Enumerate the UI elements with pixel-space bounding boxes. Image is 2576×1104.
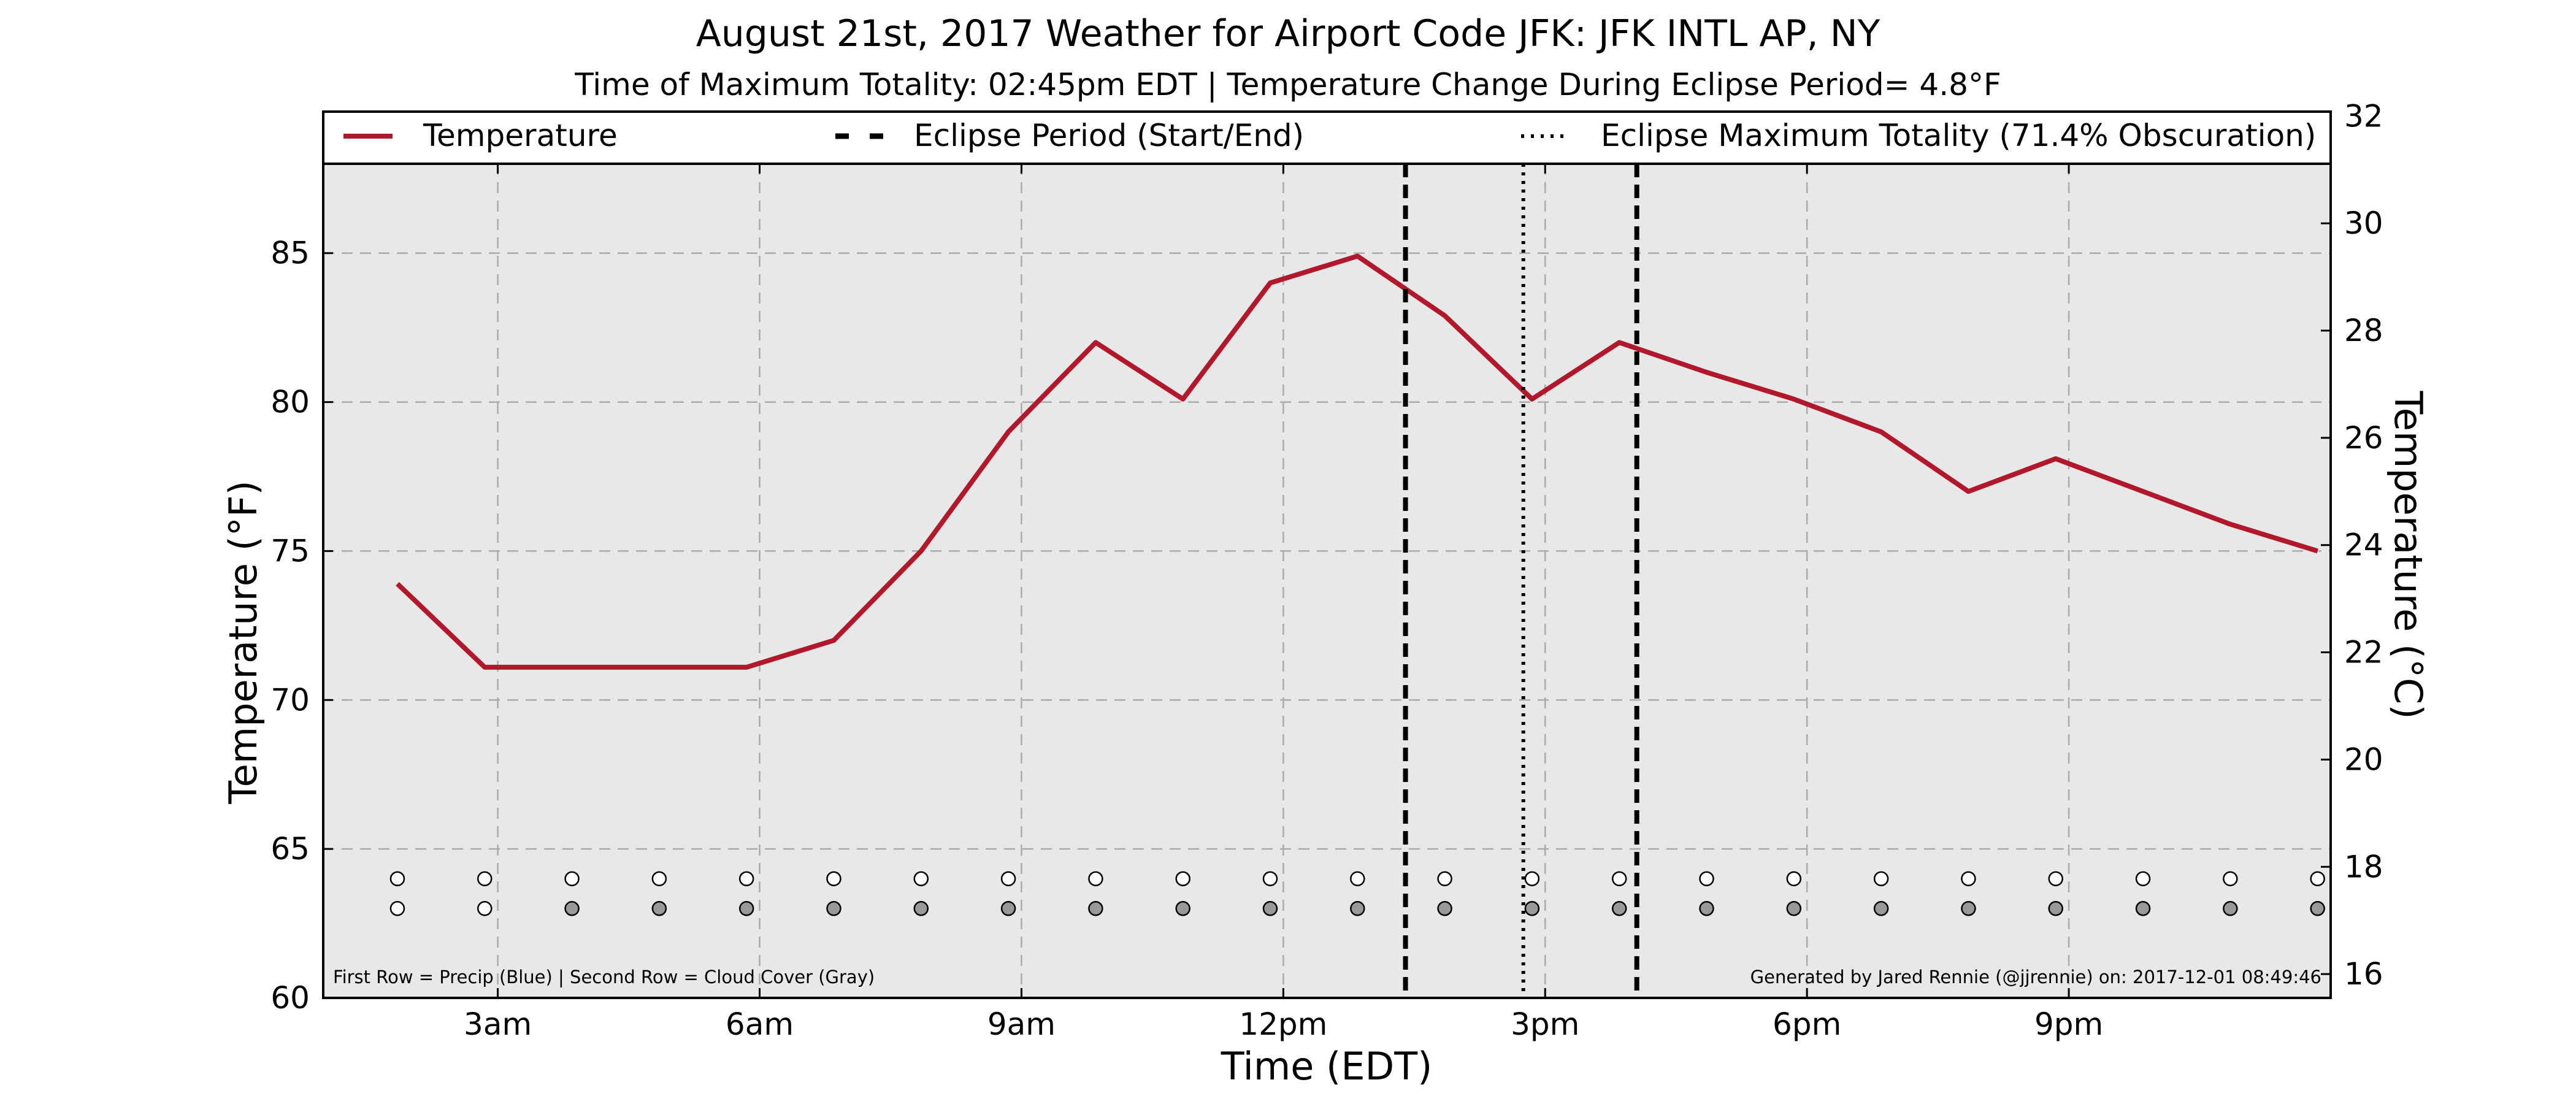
x-axis-label: Time (EDT) [1221, 1044, 1433, 1089]
precip-marker [1350, 871, 1365, 886]
precip-marker [826, 871, 841, 886]
precip-marker [1437, 871, 1452, 886]
y2-tick-label: 16 [2344, 956, 2383, 992]
precip-marker [1524, 871, 1540, 886]
precip-marker [1175, 871, 1190, 886]
y-tick-label: 85 [270, 236, 310, 271]
cloud-cover-marker [1873, 901, 1889, 916]
precip-marker [1699, 871, 1714, 886]
y-tick-label: 65 [270, 831, 310, 867]
cloud-cover-marker [913, 901, 929, 916]
legend-box [322, 110, 2332, 165]
cloud-cover-marker [1437, 901, 1452, 916]
legend-label-max-totality: Eclipse Maximum Totality (71.4% Obscurat… [1601, 118, 2316, 153]
precip-marker [913, 871, 929, 886]
cloud-cover-marker [1175, 901, 1190, 916]
precip-marker [1873, 871, 1889, 886]
x-tick-label: 9am [987, 1006, 1056, 1042]
precip-marker [2048, 871, 2063, 886]
cloud-cover-marker [1088, 901, 1103, 916]
cloud-cover-marker [1699, 901, 1714, 916]
y2-tick-label: 28 [2344, 313, 2383, 348]
cloud-cover-marker [2310, 901, 2325, 916]
y2-tick-label: 26 [2344, 420, 2383, 456]
y-axis-label-right: Temperature (°C) [2386, 390, 2431, 719]
precip-marker [1611, 871, 1627, 886]
cloud-cover-marker [1350, 901, 1365, 916]
y2-tick-label: 32 [2344, 98, 2383, 134]
precip-marker [1088, 871, 1103, 886]
precip-marker [1786, 871, 1802, 886]
y2-tick-label: 30 [2344, 205, 2383, 241]
precip-marker [738, 871, 754, 886]
precip-marker [2310, 871, 2325, 886]
footnote-right: Generated by Jared Rennie (@jjrennie) on… [1750, 967, 2321, 987]
cloud-cover-marker [2135, 901, 2151, 916]
precip-marker [477, 871, 493, 886]
precip-marker [389, 871, 405, 886]
x-tick-label: 12pm [1239, 1006, 1327, 1042]
cloud-cover-marker [826, 901, 841, 916]
y-tick-label: 75 [270, 533, 310, 569]
cloud-cover-marker [1000, 901, 1016, 916]
precip-marker [651, 871, 667, 886]
legend-label-eclipse-period: Eclipse Period (Start/End) [914, 118, 1304, 153]
cloud-cover-marker [564, 901, 580, 916]
cloud-cover-marker [651, 901, 667, 916]
precip-marker [1961, 871, 1976, 886]
x-tick-label: 3am [464, 1006, 532, 1042]
y2-tick-label: 24 [2344, 527, 2383, 563]
x-tick-label: 9pm [2034, 1006, 2103, 1042]
cloud-cover-marker [1611, 901, 1627, 916]
precip-marker [1000, 871, 1016, 886]
footnote-left: First Row = Precip (Blue) | Second Row =… [333, 967, 875, 987]
cloud-cover-marker [1961, 901, 1976, 916]
y2-tick-label: 20 [2344, 742, 2383, 777]
cloud-cover-marker [1262, 901, 1278, 916]
chart-subtitle: Time of Maximum Totality: 02:45pm EDT | … [574, 67, 2001, 102]
x-tick-label: 3pm [1511, 1006, 1579, 1042]
y-tick-label: 70 [270, 682, 310, 718]
y2-tick-label: 18 [2344, 849, 2383, 884]
cloud-cover-marker [738, 901, 754, 916]
y-tick-label: 60 [270, 980, 310, 1016]
x-tick-label: 6am [726, 1006, 794, 1042]
y-tick-label: 80 [270, 385, 310, 420]
cloud-cover-marker [1786, 901, 1802, 916]
cloud-cover-marker [2223, 901, 2238, 916]
temperature-line [396, 253, 2318, 670]
precip-marker [2223, 871, 2238, 886]
y-axis-label-left: Temperature (°F) [221, 480, 266, 804]
precip-marker [564, 871, 580, 886]
cloud-cover-marker [389, 901, 405, 916]
x-tick-label: 6pm [1773, 1006, 1841, 1042]
cloud-cover-marker [1524, 901, 1540, 916]
y2-tick-label: 22 [2344, 635, 2383, 670]
cloud-cover-marker [2048, 901, 2063, 916]
plot-area [323, 164, 2331, 998]
precip-marker [2135, 871, 2151, 886]
chart-title: August 21st, 2017 Weather for Airport Co… [696, 12, 1880, 55]
precip-marker [1262, 871, 1278, 886]
cloud-cover-marker [477, 901, 493, 916]
legend-label-temperature: Temperature [423, 118, 618, 153]
